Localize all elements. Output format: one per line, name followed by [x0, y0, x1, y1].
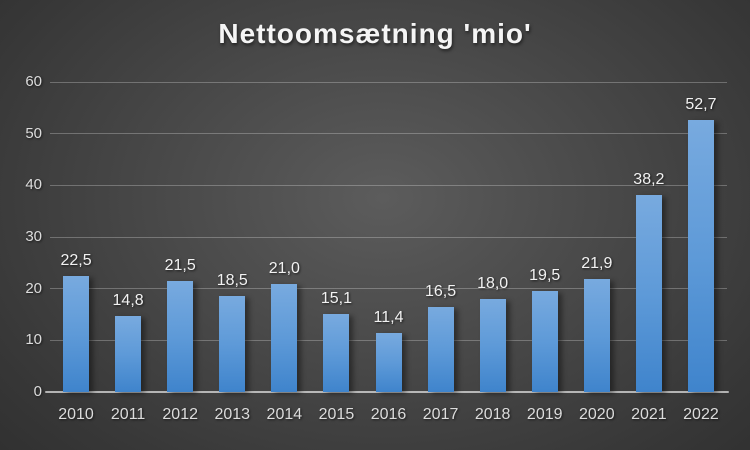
- y-axis-tick-label: 30: [25, 228, 42, 245]
- bar-2018: [479, 299, 506, 392]
- bar-value-label: 16,5: [424, 282, 457, 300]
- gridline-y40: [50, 184, 727, 186]
- bar-2011: [115, 315, 142, 392]
- bar-2010: [63, 275, 90, 392]
- bar-value-label: 52,7: [685, 95, 717, 113]
- bar-value-label: 18,0: [477, 275, 509, 292]
- x-axis-tick-label: 2016: [370, 406, 407, 423]
- x-axis-tick-label: 2011: [110, 406, 146, 423]
- x-axis-tick-label: 2018: [474, 406, 511, 423]
- bar-value-label: 19,5: [529, 267, 561, 285]
- x-axis-line: [45, 391, 729, 393]
- y-axis-tick-label: 60: [25, 73, 42, 90]
- x-axis-tick-label: 2014: [266, 406, 303, 423]
- x-axis-tick-label: 2010: [58, 406, 94, 423]
- bar-value-label: 38,2: [633, 170, 665, 188]
- x-axis-tick-label: 2015: [318, 406, 355, 423]
- y-axis-tick-label: 40: [25, 176, 42, 194]
- bar-2022: [687, 119, 714, 392]
- bar-value-label: 15,1: [320, 289, 352, 307]
- bar-value-label: 21,9: [581, 254, 613, 272]
- x-axis-tick-label: 2012: [162, 406, 198, 423]
- bar-2012: [167, 280, 194, 392]
- x-axis-tick-label: 2017: [422, 406, 459, 423]
- y-axis-tick-label: 10: [25, 331, 42, 349]
- bar-2016: [375, 333, 402, 392]
- bar-value-label: 14,8: [112, 291, 144, 309]
- bar-2021: [635, 194, 662, 392]
- bar-2020: [583, 278, 610, 392]
- bar-2017: [427, 306, 454, 392]
- gridline-y60: [50, 81, 727, 83]
- x-axis-tick-label: 2022: [683, 406, 719, 423]
- x-axis-tick-label: 2020: [579, 406, 615, 423]
- x-axis-tick-label: 2013: [214, 406, 251, 423]
- x-axis-tick-label: 2021: [631, 406, 667, 423]
- y-axis-tick-label: 0: [33, 383, 42, 400]
- bar-2015: [323, 313, 350, 392]
- chart-title: Nettoomsætning 'mio': [218, 18, 532, 49]
- y-axis-tick-label: 20: [25, 279, 42, 297]
- gridline-y20: [50, 288, 727, 290]
- bar-2013: [219, 296, 246, 392]
- bar-value-label: 18,5: [216, 272, 248, 290]
- bar-2019: [531, 291, 558, 392]
- x-axis-tick-label: 2019: [526, 406, 563, 423]
- bar-value-label: 21,5: [164, 256, 196, 274]
- y-axis-tick-label: 50: [25, 124, 42, 142]
- bar-value-label: 11,4: [373, 309, 404, 327]
- bar-value-label: 21,0: [268, 259, 300, 277]
- bar-value-label: 22,5: [60, 251, 92, 269]
- gridline-y50: [50, 133, 727, 135]
- gridline-y30: [50, 236, 727, 238]
- bar-2014: [271, 283, 298, 392]
